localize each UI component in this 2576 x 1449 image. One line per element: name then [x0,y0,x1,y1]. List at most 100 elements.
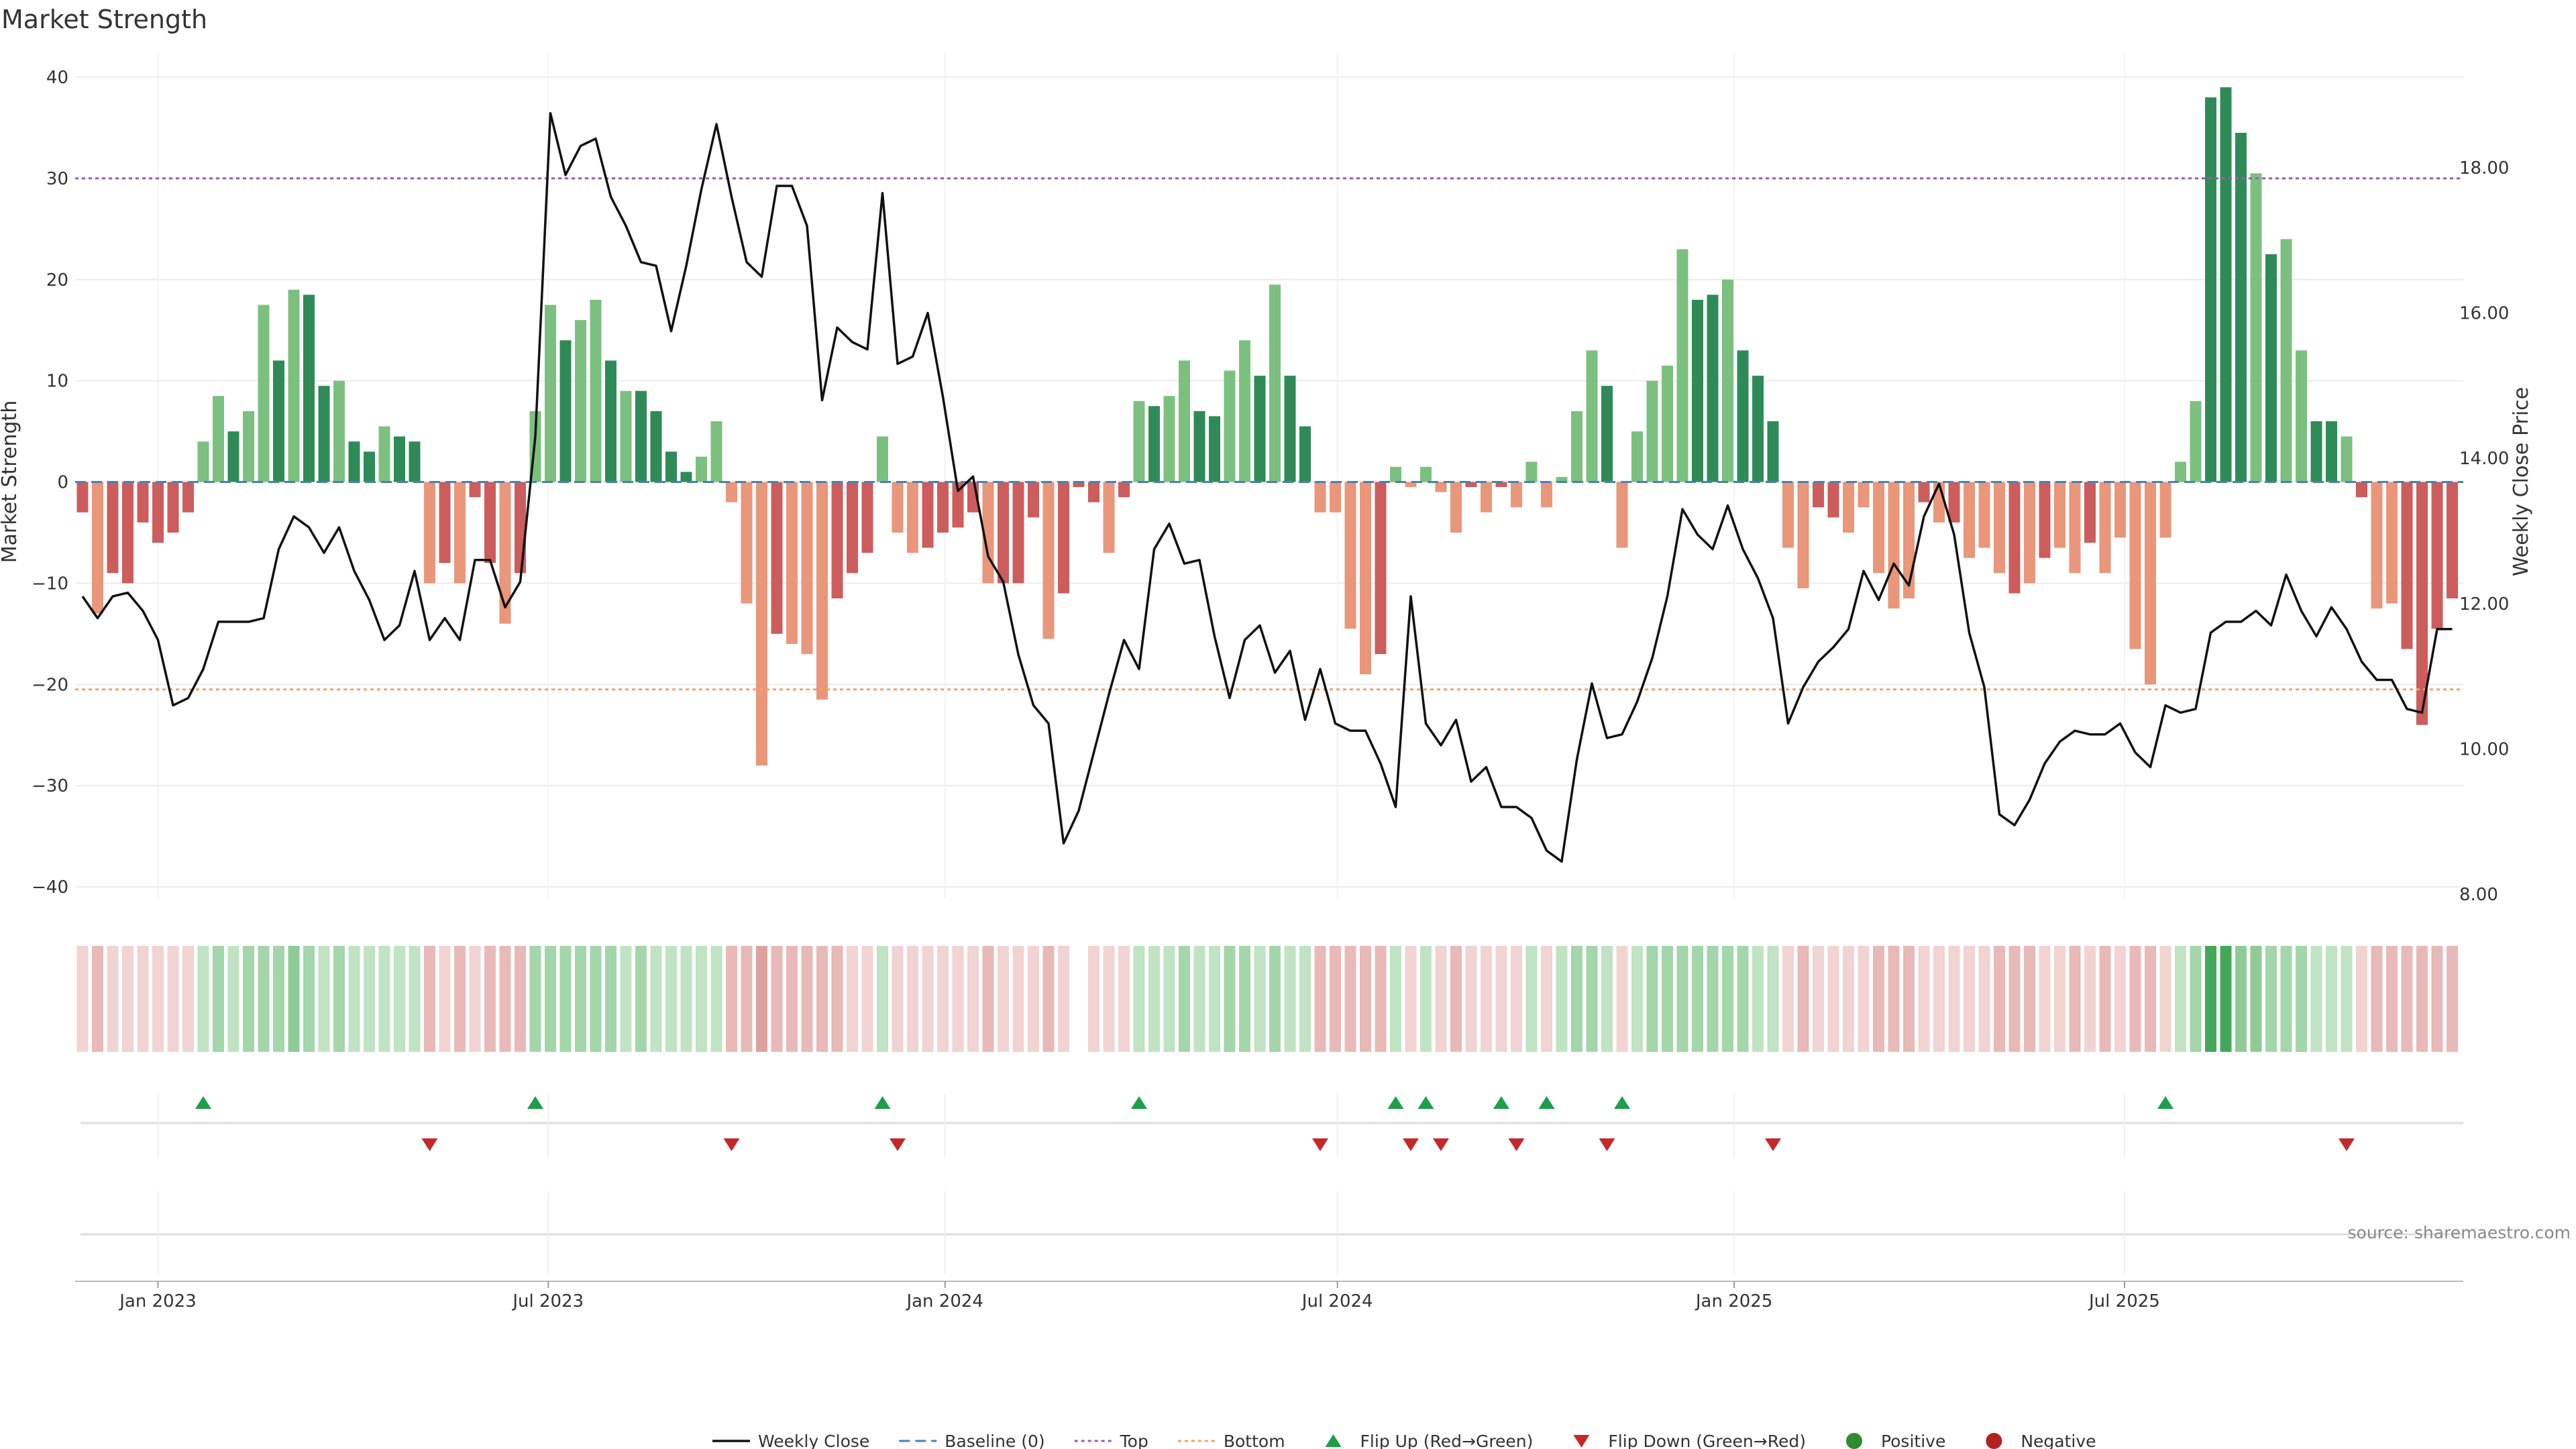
strength-bar [861,482,873,553]
flip-up-marker [1131,1096,1147,1109]
strength-bar [1269,284,1281,482]
strength-bar [1042,482,1055,639]
heat-cell [620,946,632,1052]
heat-cell [2039,946,2051,1052]
heat-cell [907,946,918,1052]
strength-bar [2054,482,2065,548]
y-tick-label: 40 [46,68,68,88]
strength-bar [2250,173,2262,482]
strength-bar [1299,426,1311,482]
heat-cell [635,946,647,1052]
heat-cell [2310,946,2322,1052]
heat-cell [469,946,481,1052]
heat-cell [2220,946,2232,1052]
heat-cell [2084,946,2096,1052]
strength-bar [1767,421,1779,482]
legend-label: Flip Down (Green→Red) [1608,1432,1806,1449]
heat-cell [1224,946,1236,1052]
strength-bar [2265,254,2277,482]
strength-bar [2099,482,2111,574]
heat-cell [1888,946,1900,1052]
strength-bar [2416,482,2428,725]
strength-bar [2401,482,2413,649]
y-tick-label: 30 [46,169,68,189]
strength-bar [515,482,526,574]
heat-cell [801,946,813,1052]
legend-label: Top [1120,1432,1148,1449]
legend-swatch-flip-up [1325,1434,1342,1447]
heat-cell [877,946,888,1052]
flip-up-marker [1614,1096,1630,1109]
strength-bar [877,436,888,482]
strength-bar [998,482,1009,584]
strength-bar [258,305,270,482]
heat-cell [1541,946,1552,1052]
strength-bar [2024,482,2035,584]
strength-bar [1073,482,1085,488]
flip-down-marker [1312,1138,1328,1151]
y-tick-label: −30 [32,776,68,796]
heat-cell [2431,946,2443,1052]
heat-cell [2416,946,2428,1052]
strength-bar [937,482,949,533]
heat-cell [1042,946,1055,1052]
heat-cell [243,946,254,1052]
strength-bar [1797,482,1809,588]
heat-cell [982,946,994,1052]
heat-cell [1028,946,1039,1052]
flip-down-marker [2339,1138,2355,1151]
heat-cell [922,946,934,1052]
legend-label: Flip Up (Red→Green) [1360,1432,1534,1449]
heat-cell [1601,946,1613,1052]
heat-cell [1133,946,1145,1052]
y-tick-label: −10 [32,574,68,594]
heat-cell [2069,946,2081,1052]
strength-bar [348,441,360,482]
strength-bar [1103,482,1115,553]
strength-bar [847,482,858,574]
strength-bar [801,482,813,654]
heat-cell [1556,946,1568,1052]
strength-bar [756,482,767,765]
heat-cell [152,946,164,1052]
heat-cell [2280,946,2292,1052]
strength-bar [1752,376,1764,482]
y-axis-right: 18.00 16.00 14.00 12.00 10.00 8.00 [2459,158,2509,905]
strength-bar [1088,482,1099,502]
x-tick-label: Jul 2024 [1301,1291,1373,1311]
strength-bar [2159,482,2171,538]
heat-cell [998,946,1009,1052]
heat-cell [2341,946,2353,1052]
heat-cell [1707,946,1719,1052]
strength-bar [1873,482,1884,574]
heat-cell [1420,946,1432,1052]
heat-cell [1012,946,1024,1052]
heat-cell [967,946,979,1052]
strength-bar [1586,350,1598,482]
heat-cell [1465,946,1477,1052]
x-tick-label: Jul 2025 [2088,1291,2160,1311]
heat-cell [816,946,828,1052]
strength-bar [1209,416,1220,482]
heat-cell [710,946,722,1052]
heat-cell [1450,946,1462,1052]
strength-bar [590,299,602,482]
strength-bar [1662,365,1673,482]
heat-cell [1873,946,1884,1052]
heat-cell [2129,946,2141,1052]
heat-cell [2114,946,2126,1052]
heat-cell [2326,946,2337,1052]
strength-bar [922,482,934,548]
strength-bar [1133,400,1145,482]
flip-down-marker [723,1138,740,1151]
heat-cell [499,946,511,1052]
heat-cell [318,946,330,1052]
heat-cell [227,946,239,1052]
heat-cell [1782,946,1794,1052]
heat-cell [665,946,677,1052]
heat-cell [605,946,616,1052]
heat-cell [182,946,194,1052]
heat-cell [1179,946,1190,1052]
strength-bar [2326,421,2337,482]
strength-bar [1148,406,1160,482]
